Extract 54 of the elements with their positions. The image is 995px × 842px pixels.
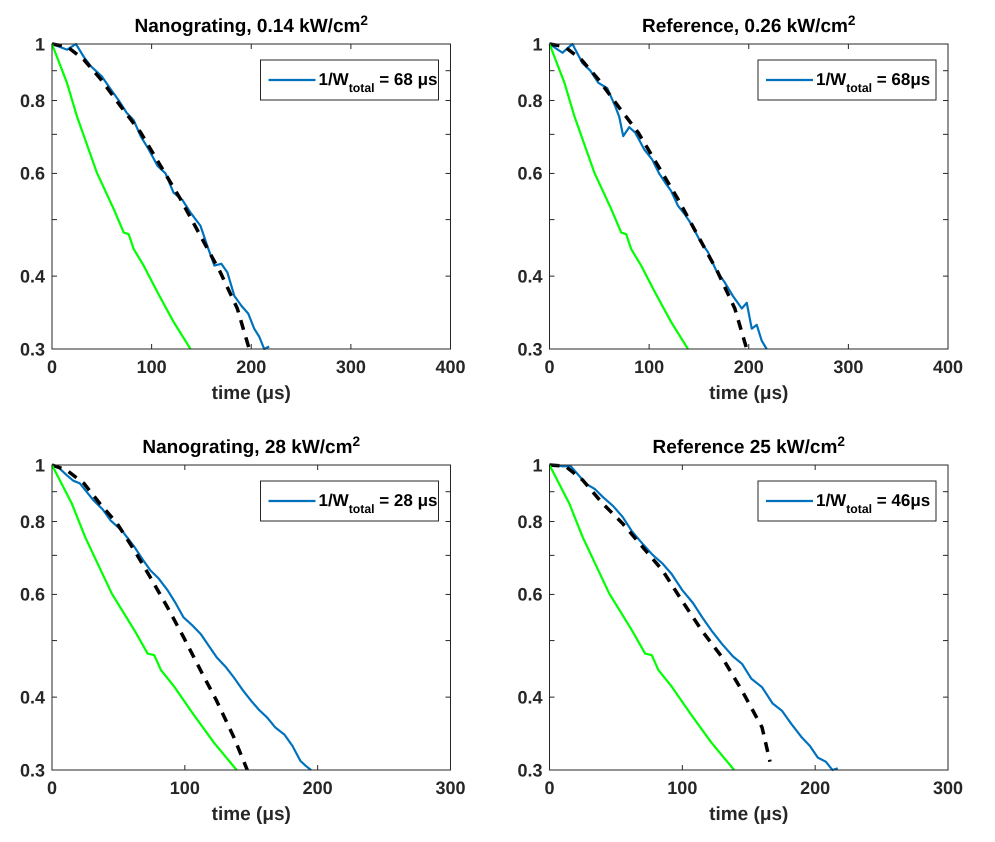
y-tick-label: 1 bbox=[532, 34, 542, 54]
y-tick-label: 0.3 bbox=[20, 760, 45, 780]
y-tick-label: 0.3 bbox=[517, 339, 542, 360]
y-tick-label: 1 bbox=[34, 34, 45, 54]
chart-title: Nanograting, 0.14 kW/cm$^{2}$ bbox=[134, 12, 368, 37]
x-tick-label: 300 bbox=[435, 778, 466, 798]
y-tick-label: 0.3 bbox=[517, 760, 542, 780]
y-tick-label: 0.8 bbox=[20, 90, 45, 111]
x-axis-title: time (μs) bbox=[709, 804, 788, 825]
line-series bbox=[548, 463, 772, 764]
line-series bbox=[50, 42, 192, 350]
x-tick-label: 300 bbox=[932, 778, 964, 798]
legend-label: 1/W$_{total}$ = 68 μs bbox=[318, 70, 438, 96]
y-tick-label: 0.8 bbox=[20, 512, 45, 532]
y-tick-label: 0.6 bbox=[517, 164, 542, 184]
x-axis-title: time (μs) bbox=[212, 383, 291, 404]
x-tick-label: 100 bbox=[667, 778, 698, 798]
y-tick-label: 1 bbox=[34, 455, 45, 476]
y-tick-label: 0.6 bbox=[20, 584, 45, 605]
x-tick-label: 0 bbox=[544, 778, 555, 798]
chart-title: Reference, 0.26 kW/cm$^{2}$ bbox=[642, 12, 856, 37]
x-tick-label: 400 bbox=[932, 357, 964, 377]
x-tick-label: 100 bbox=[136, 357, 167, 377]
x-tick-label: 0 bbox=[46, 357, 58, 377]
y-tick-label: 0.4 bbox=[20, 687, 45, 708]
legend-label: 1/W$_{total}$ = 68μs bbox=[816, 70, 930, 96]
y-tick-label: 0.4 bbox=[517, 266, 542, 286]
y-tick-label: 1 bbox=[532, 455, 542, 476]
y-tick-label: 0.8 bbox=[517, 90, 542, 111]
x-tick-label: 200 bbox=[302, 778, 333, 798]
x-tick-label: 200 bbox=[800, 778, 830, 798]
x-tick-label: 300 bbox=[833, 357, 864, 377]
x-axis-title: time (μs) bbox=[212, 804, 291, 825]
y-tick-label: 0.4 bbox=[517, 687, 542, 708]
y-tick-label: 0.8 bbox=[517, 512, 542, 532]
line-series bbox=[548, 42, 690, 350]
y-tick-label: 0.3 bbox=[20, 339, 45, 360]
y-tick-label: 0.6 bbox=[20, 164, 45, 184]
x-axis-title: time (μs) bbox=[709, 383, 788, 404]
x-tick-label: 100 bbox=[634, 357, 664, 377]
x-tick-label: 100 bbox=[170, 778, 200, 798]
x-tick-label: 400 bbox=[435, 357, 466, 377]
x-tick-label: 200 bbox=[734, 357, 764, 377]
y-tick-label: 0.6 bbox=[517, 584, 542, 605]
x-tick-label: 300 bbox=[336, 357, 366, 377]
y-tick-label: 0.4 bbox=[20, 266, 45, 286]
x-tick-label: 0 bbox=[46, 778, 58, 798]
chart-title: Reference 25 kW/cm$^{2}$ bbox=[652, 434, 846, 458]
legend-label: 1/W$_{total}$ = 28 μs bbox=[318, 491, 438, 516]
x-tick-label: 200 bbox=[236, 357, 266, 377]
chart-title: Nanograting, 28 kW/cm$^{2}$ bbox=[142, 434, 360, 458]
line-series bbox=[548, 464, 736, 772]
legend-label: 1/W$_{total}$ = 46μs bbox=[816, 491, 930, 516]
x-tick-label: 0 bbox=[544, 357, 555, 377]
